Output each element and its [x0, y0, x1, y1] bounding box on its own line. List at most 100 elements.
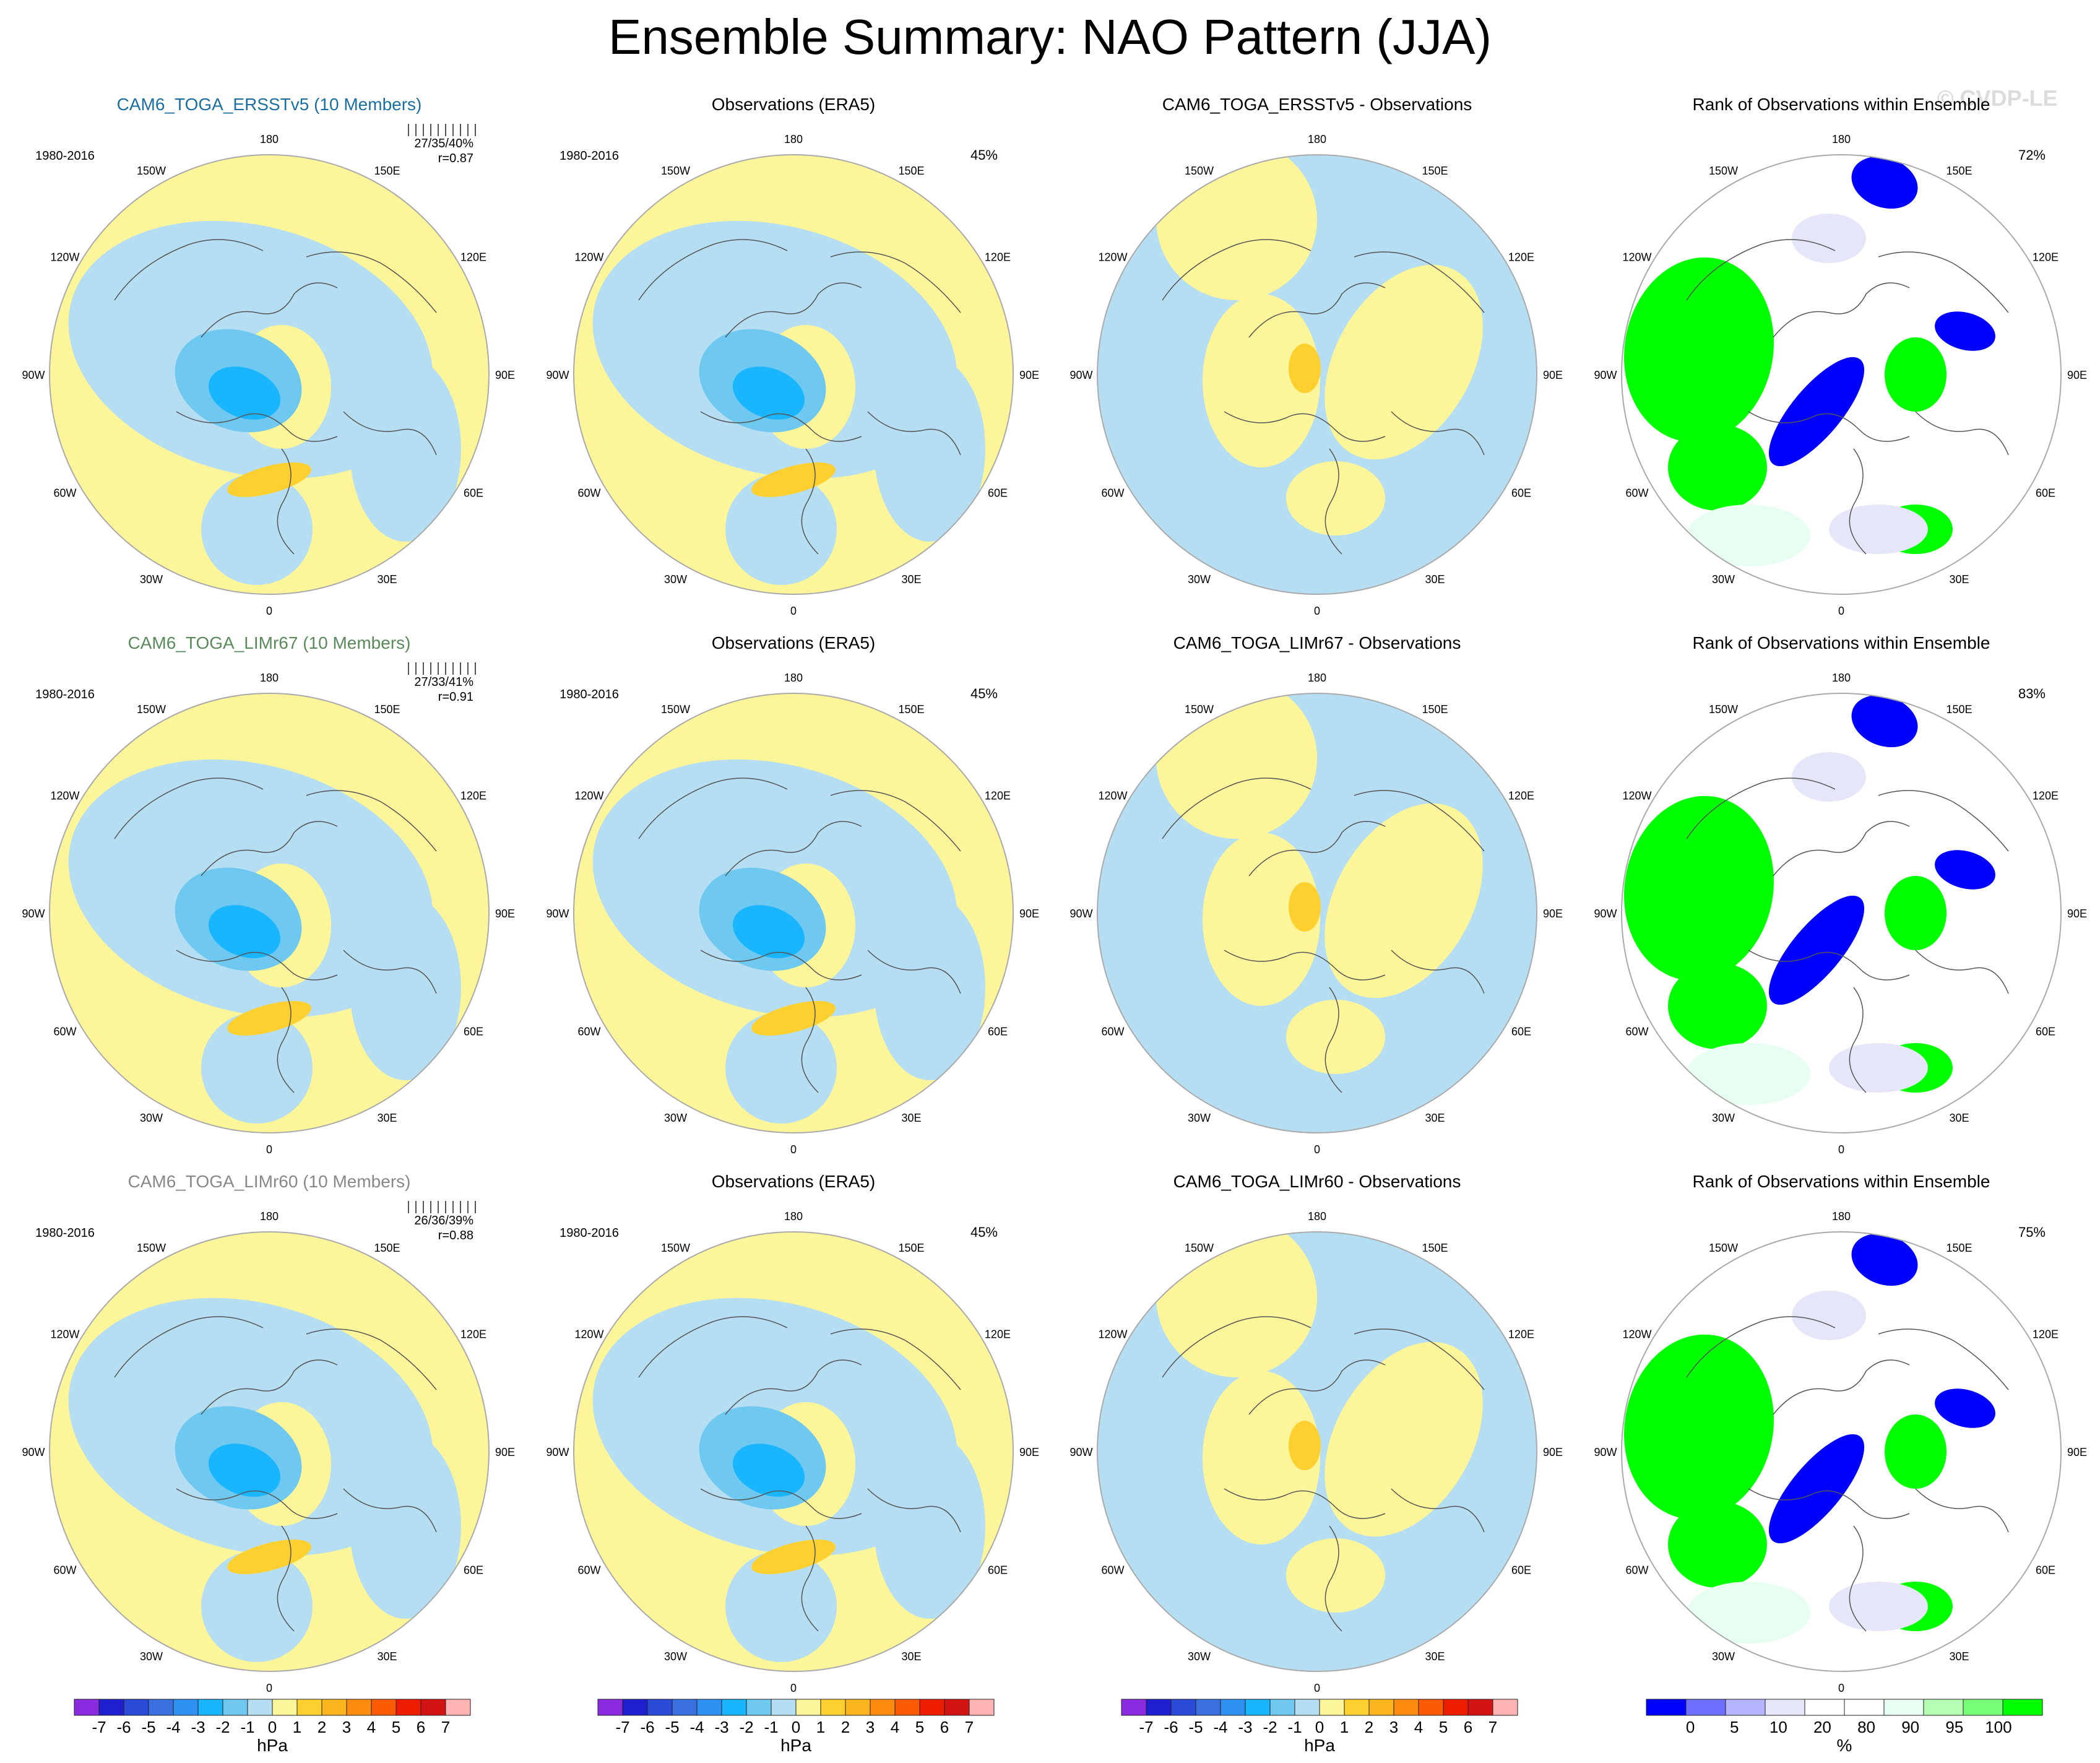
lon-label-150E: 150E	[1422, 1242, 1448, 1254]
rank-lav-area	[1792, 752, 1866, 802]
coastline-4	[1354, 251, 1485, 313]
lon-label-180: 180	[1832, 672, 1851, 684]
coastline-3	[1162, 778, 1311, 839]
colorbar-swatch	[1220, 1699, 1246, 1716]
panel-title-model: CAM6_TOGA_LIMr67 (10 Members)	[128, 633, 411, 652]
figure-title: Ensemble Summary: NAO Pattern (JJA)	[608, 9, 1492, 64]
colorbar-swatch	[1467, 1699, 1493, 1716]
coastline-1	[1748, 1488, 1910, 1519]
rank-low-area	[1935, 1388, 1995, 1428]
lon-label-150E: 150E	[898, 165, 924, 177]
colorbar-swatch	[1685, 1699, 1726, 1716]
lon-label-30E: 30E	[1949, 1112, 1969, 1124]
colorbar-label: 7	[965, 1718, 974, 1736]
colorbar-label: 3	[342, 1718, 351, 1736]
lon-label-30E: 30E	[377, 1112, 397, 1124]
coastline-5	[343, 411, 437, 456]
correlation-label: r=0.87	[438, 152, 473, 165]
stats-label: 26/36/39%	[414, 1214, 473, 1228]
coastline-3	[1686, 778, 1836, 839]
coastline-0	[1248, 821, 1386, 877]
coastline-0	[1773, 821, 1910, 877]
positive-core	[1289, 882, 1321, 932]
map-field	[574, 1232, 1013, 1671]
colorbar-label: -1	[240, 1718, 254, 1736]
coastline-0	[725, 821, 862, 877]
lon-label-0: 0	[266, 1143, 272, 1156]
rank-low-area	[1851, 156, 1918, 209]
colorbar-label: 6	[940, 1718, 949, 1736]
colorbar-swatch	[197, 1699, 223, 1716]
lon-label-180: 180	[784, 672, 803, 684]
colorbar-label: 2	[1365, 1718, 1373, 1736]
lon-label-60E: 60E	[464, 1026, 483, 1038]
correlation-label: r=0.88	[438, 1229, 473, 1242]
coastline-2	[277, 448, 295, 555]
colorbar-swatch	[1344, 1699, 1370, 1716]
watermark: © CVDP-LE	[1937, 85, 2058, 111]
coastline-2	[1849, 1525, 1867, 1632]
lon-label-120W: 120W	[1623, 790, 1652, 802]
lon-label-120E: 120E	[460, 251, 486, 264]
lon-label-150E: 150E	[1946, 165, 1972, 177]
colorbar-label: 2	[841, 1718, 850, 1736]
map-field	[50, 1232, 489, 1671]
negative-area	[350, 894, 461, 1080]
rank-high-area	[1885, 1414, 1947, 1489]
lon-label-60W: 60W	[1102, 487, 1125, 500]
lon-label-30W: 30W	[140, 1112, 163, 1124]
colorbar-label: 7	[1489, 1718, 1497, 1736]
lon-label-120W: 120W	[575, 1328, 604, 1341]
lon-label-150E: 150E	[1422, 165, 1448, 177]
lon-label-90W: 90W	[1594, 1446, 1617, 1458]
colorbar-label: 5	[915, 1718, 924, 1736]
coastline-4	[306, 251, 437, 313]
colorbar-label: 100	[1985, 1718, 2011, 1736]
rank-pct-label: 83%	[2018, 686, 2046, 701]
lon-label-30E: 30E	[1949, 1650, 1969, 1663]
panel-title-rank: Rank of Observations within Ensemble	[1693, 1172, 1990, 1191]
coastline-2	[801, 1525, 819, 1632]
negative-area	[725, 1012, 837, 1124]
positive-area	[1286, 1000, 1385, 1074]
colorbar-label: -5	[665, 1718, 679, 1736]
lon-label-0: 0	[1314, 1682, 1320, 1694]
coastline-1	[1224, 411, 1386, 442]
colorbar-label: 5	[392, 1718, 400, 1736]
lon-label-150W: 150W	[137, 703, 166, 716]
coastline-3	[1162, 239, 1311, 301]
lon-label-30E: 30E	[377, 573, 397, 586]
lon-label-30E: 30E	[901, 1112, 921, 1124]
coastline-3	[638, 239, 788, 301]
coastline-5	[343, 1488, 437, 1533]
lon-label-120E: 120E	[985, 251, 1011, 264]
colorbar-swatch	[919, 1699, 945, 1716]
coastline-5	[867, 411, 961, 456]
lon-label-120E: 120E	[2033, 251, 2059, 264]
colorbar-label: 4	[367, 1718, 376, 1736]
negative-area	[201, 1551, 313, 1662]
map-border	[573, 154, 1014, 595]
colorbar-swatch	[1195, 1699, 1221, 1716]
colorbar-swatch	[1418, 1699, 1444, 1716]
map-field	[574, 155, 1013, 594]
negative-area	[874, 356, 985, 542]
lon-label-120W: 120W	[51, 1328, 80, 1341]
coastline-3	[1686, 239, 1836, 301]
colorbar-swatch	[894, 1699, 920, 1716]
lon-label-90W: 90W	[22, 369, 45, 381]
coastline-3	[114, 1316, 264, 1378]
lon-label-90E: 90E	[1019, 1446, 1039, 1458]
colorbar-label: 0	[792, 1718, 800, 1736]
colorbar-swatch	[420, 1699, 446, 1716]
lon-label-150E: 150E	[898, 1242, 924, 1254]
rank-low-area	[1768, 895, 1865, 1005]
colorbar-label: -4	[1213, 1718, 1227, 1736]
colorbar-label: -3	[191, 1718, 205, 1736]
colorbar-label: -3	[714, 1718, 728, 1736]
lon-label-60W: 60W	[1102, 1026, 1125, 1038]
map-field	[1097, 155, 1537, 594]
lon-label-150E: 150E	[898, 703, 924, 716]
coastline-4	[1878, 251, 2009, 313]
colorbar-label: -2	[1263, 1718, 1277, 1736]
